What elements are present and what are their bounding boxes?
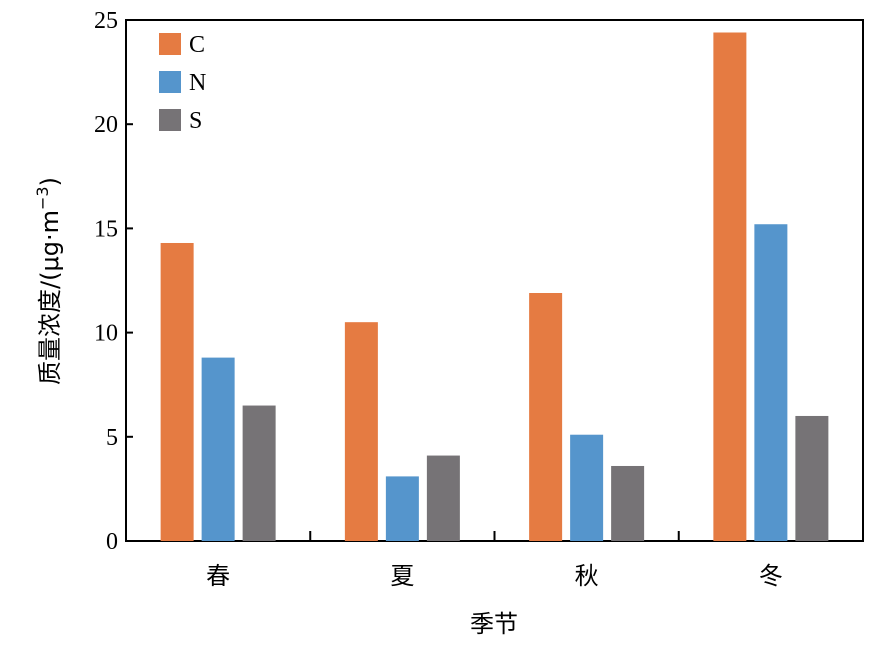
bar-N-4 [754, 224, 788, 541]
plot-frame [125, 19, 864, 542]
legend-label-C: C [189, 32, 205, 58]
x-axis-title: 季节 [470, 610, 518, 638]
y-axis-title-superscript: −3 [33, 186, 52, 210]
y-tick-label: 0 [106, 529, 118, 555]
y-axis-title: 质量浓度/(μg·m−3) [33, 177, 64, 385]
x-category-label: 夏 [390, 562, 414, 590]
bar-S-1 [242, 405, 276, 541]
bar-N-1 [201, 357, 235, 541]
y-tick-label: 15 [94, 216, 118, 242]
x-category-label: 冬 [759, 562, 783, 590]
bar-S-4 [795, 415, 829, 541]
y-axis-title-close: ) [36, 177, 64, 186]
bar-N-3 [570, 434, 604, 541]
y-axis: 0 5 10 15 20 25 [94, 8, 133, 555]
y-tick-label: 5 [106, 425, 118, 451]
legend-label-S: S [189, 108, 202, 134]
bars-group [160, 32, 829, 542]
legend-label-N: N [189, 70, 206, 96]
bar-C-4 [713, 32, 747, 542]
y-tick-label: 10 [94, 321, 118, 347]
y-tick-label: 25 [94, 8, 118, 34]
y-tick-label: 20 [94, 112, 118, 138]
y-axis-title-main: 质量浓度/(μg·m [36, 210, 64, 385]
x-category-label: 春 [206, 562, 230, 590]
bar-N-2 [385, 476, 419, 541]
bar-C-3 [529, 293, 563, 541]
legend: CNS [159, 32, 206, 134]
bar-C-2 [344, 322, 378, 541]
bar-S-3 [611, 465, 645, 541]
x-axis: 春夏秋冬 [206, 531, 783, 590]
legend-swatch-N [159, 71, 181, 93]
legend-swatch-S [159, 109, 181, 131]
bar-C-1 [160, 242, 194, 541]
bar-S-2 [426, 455, 460, 541]
x-category-label: 秋 [575, 562, 599, 590]
legend-swatch-C [159, 33, 181, 55]
